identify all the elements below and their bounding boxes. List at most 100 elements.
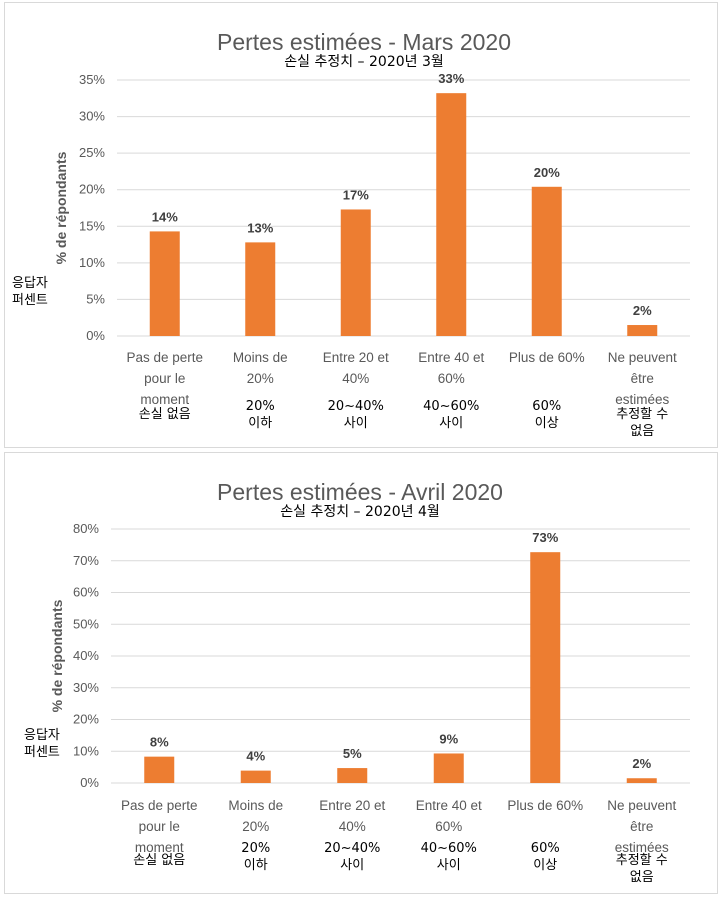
chart-panel-april: Pertes estimées - Avril 2020 손실 추정치 – 202… <box>0 452 720 897</box>
x-tick-label-ko: 20~40% <box>328 399 384 414</box>
x-tick-label: 20% <box>242 819 269 834</box>
y-tick-label: 50% <box>73 616 99 631</box>
x-tick-label: Entre 20 et <box>319 798 385 813</box>
y-axis-label: % de répondants <box>53 151 69 264</box>
x-tick-label-ko: 이하 <box>248 416 272 431</box>
y-tick-label: 70% <box>73 553 99 568</box>
y-tick-label: 0% <box>86 328 105 343</box>
bar <box>626 778 657 783</box>
y-tick-label: 30% <box>79 109 105 124</box>
y-tick-label: 30% <box>73 680 99 695</box>
side-label: 응답자 <box>24 728 60 743</box>
bar <box>436 93 467 336</box>
data-label: 33% <box>438 71 464 86</box>
bar <box>531 186 562 336</box>
data-label: 20% <box>534 165 560 180</box>
chart-panel-march: Pertes estimées - Mars 2020 손실 추정치 – 2020… <box>0 0 720 448</box>
x-tick-label-ko: 60% <box>532 399 561 414</box>
data-label: 14% <box>152 209 178 224</box>
chart-subtitle: 손실 추정치 – 2020년 4월 <box>280 504 440 520</box>
chart-frame <box>4 452 718 894</box>
data-label: 2% <box>633 303 652 318</box>
x-tick-label: être <box>631 371 654 386</box>
x-tick-label: 60% <box>438 371 465 386</box>
x-tick-label-ko: 손실 없음 <box>133 853 185 868</box>
y-tick-label: 5% <box>86 291 105 306</box>
x-tick-label: être <box>630 819 653 834</box>
side-label: 퍼센트 <box>12 293 48 308</box>
bar <box>340 209 371 336</box>
bar <box>245 242 276 336</box>
y-tick-label: 80% <box>73 521 99 536</box>
y-tick-label: 15% <box>79 218 105 233</box>
side-label: 응답자 <box>12 276 48 291</box>
y-axis-label: % de répondants <box>49 599 65 712</box>
x-tick-label: Entre 20 et <box>323 350 389 365</box>
data-label: 2% <box>632 756 651 771</box>
y-tick-label: 0% <box>80 775 99 790</box>
y-tick-label: 20% <box>73 712 99 727</box>
x-tick-label: Ne peuvent <box>607 798 676 813</box>
bar <box>144 756 175 783</box>
bar <box>337 768 368 783</box>
y-tick-label: 10% <box>79 255 105 270</box>
x-tick-label: Pas de perte <box>121 798 198 813</box>
data-label: 17% <box>343 187 369 202</box>
y-tick-label: 20% <box>79 182 105 197</box>
x-tick-label: estimées <box>615 840 669 855</box>
x-tick-label: Plus de 60% <box>509 350 585 365</box>
data-label: 4% <box>246 749 265 764</box>
x-tick-label: 60% <box>435 819 462 834</box>
x-tick-label-ko: 20~40% <box>324 841 380 856</box>
x-tick-label: moment <box>135 840 184 855</box>
data-label: 5% <box>343 746 362 761</box>
x-tick-label-ko: 이하 <box>244 858 268 873</box>
bar <box>149 231 180 336</box>
x-tick-label-ko: 이상 <box>535 416 559 431</box>
x-tick-label-ko: 40~60% <box>423 399 479 414</box>
bar <box>433 753 464 783</box>
bar <box>530 552 561 783</box>
bar <box>240 770 271 783</box>
side-label: 퍼센트 <box>24 745 60 760</box>
x-tick-label: moment <box>140 392 189 407</box>
x-tick-label: estimées <box>615 392 669 407</box>
x-tick-label: Entre 40 et <box>418 350 484 365</box>
x-tick-label-ko: 사이 <box>437 858 461 873</box>
x-tick-label-ko: 사이 <box>340 858 364 873</box>
chart-title: Pertes estimées - Avril 2020 <box>217 479 503 505</box>
x-tick-label-ko: 20% <box>246 399 275 414</box>
x-tick-label-ko: 사이 <box>344 416 368 431</box>
y-tick-label: 10% <box>73 743 99 758</box>
x-tick-label: pour le <box>144 371 185 386</box>
x-tick-label-ko: 손실 없음 <box>139 407 191 422</box>
x-tick-label-ko: 60% <box>531 841 560 856</box>
x-tick-label-ko: 이상 <box>533 858 557 873</box>
chart-subtitle: 손실 추정치 – 2020년 3월 <box>284 54 444 70</box>
data-label: 9% <box>439 731 458 746</box>
x-tick-label: Moins de <box>228 798 283 813</box>
data-label: 13% <box>247 220 273 235</box>
x-tick-label: 40% <box>339 819 366 834</box>
x-tick-label: Moins de <box>233 350 288 365</box>
y-tick-label: 35% <box>79 72 105 87</box>
data-label: 73% <box>532 530 558 545</box>
y-tick-label: 25% <box>79 145 105 160</box>
y-tick-label: 40% <box>73 648 99 663</box>
x-tick-label-ko: 사이 <box>439 416 463 431</box>
x-tick-label-ko: 20% <box>241 841 270 856</box>
x-tick-label-ko: 없음 <box>630 870 654 885</box>
x-tick-label: 20% <box>247 371 274 386</box>
x-tick-label-ko: 추정할 수 <box>616 407 668 422</box>
x-tick-label-ko: 없음 <box>630 424 654 439</box>
chart-title: Pertes estimées - Mars 2020 <box>217 29 511 55</box>
x-tick-label: Ne peuvent <box>608 350 677 365</box>
bar <box>627 325 658 336</box>
x-tick-label-ko: 추정할 수 <box>616 853 668 868</box>
y-tick-label: 60% <box>73 585 99 600</box>
x-tick-label-ko: 40~60% <box>421 841 477 856</box>
x-tick-label: Plus de 60% <box>507 798 583 813</box>
x-tick-label: pour le <box>139 819 180 834</box>
